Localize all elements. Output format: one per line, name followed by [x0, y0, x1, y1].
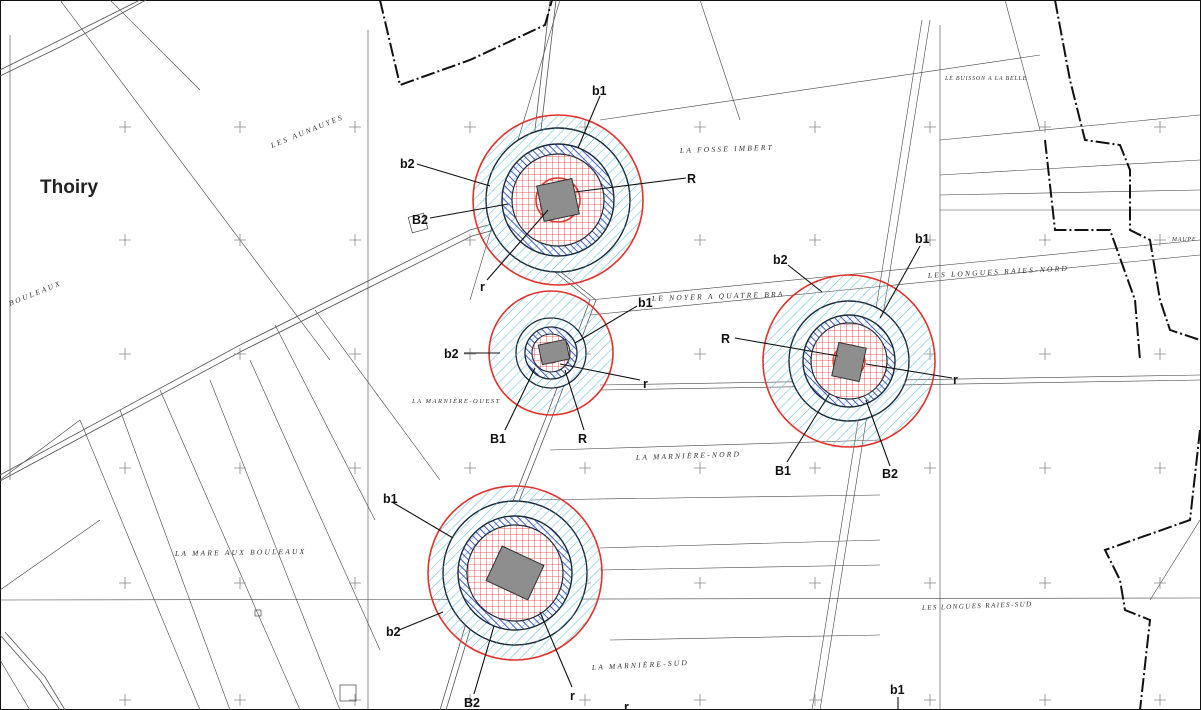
place-name-thoiry: Thoiry — [40, 177, 98, 198]
label-R: R — [578, 432, 587, 446]
grid-cross — [1154, 694, 1166, 706]
grid-cross — [464, 121, 476, 133]
grid-cross — [119, 694, 131, 706]
label-b2: b2 — [773, 253, 788, 267]
lieu-dit-la-mare-aux-bouleaux: LA MARE AUX BOULEAUX — [174, 547, 307, 558]
zone-labels: b1 b2 B2 R r b1 b2 r B1 R b1 b2 R r B1 B… — [383, 84, 958, 710]
grid-cross — [1154, 577, 1166, 589]
label-B2: B2 — [464, 696, 480, 710]
grid-cross — [809, 462, 821, 474]
grid-cross — [924, 694, 936, 706]
grid-cross — [809, 121, 821, 133]
grid-cross — [1039, 577, 1051, 589]
building-footprint — [537, 338, 571, 366]
grid-cross — [119, 577, 131, 589]
grid-cross — [1039, 348, 1051, 360]
grid-cross — [1154, 121, 1166, 133]
grid-cross — [234, 462, 246, 474]
grid-cross — [234, 234, 246, 246]
label-b2: b2 — [386, 625, 401, 639]
grid-cross — [1039, 234, 1051, 246]
grid-cross — [694, 348, 706, 360]
label-B2: B2 — [882, 467, 898, 481]
label-R: R — [687, 172, 696, 186]
lieu-dit-les-longues-raies-sud: LES LONGUES RAIES-SUD — [921, 600, 1033, 612]
grid-cross — [579, 462, 591, 474]
label-b1: b1 — [915, 232, 930, 246]
grid-cross — [464, 462, 476, 474]
grid-cross — [809, 694, 821, 706]
grid-cross — [694, 121, 706, 133]
label-b2: b2 — [444, 347, 459, 361]
exclusion-zone-4[interactable] — [427, 485, 603, 661]
grid-cross — [1039, 462, 1051, 474]
label-B1: B1 — [775, 464, 791, 478]
small-buildings — [254, 212, 429, 702]
grid-cross — [1039, 694, 1051, 706]
label-b1: b1 — [890, 683, 905, 697]
grid-cross — [579, 694, 591, 706]
exclusion-zone-1[interactable] — [472, 114, 644, 286]
leader-lines — [391, 95, 953, 710]
label-B2: B2 — [412, 213, 428, 227]
grid-cross — [924, 577, 936, 589]
lieu-dit-la-marniere-nord: LA MARNIÈRE-NORD — [635, 448, 742, 462]
grid-cross — [694, 234, 706, 246]
grid-cross — [119, 121, 131, 133]
grid-cross — [234, 577, 246, 589]
label-r: r — [480, 280, 485, 294]
grid-cross — [464, 348, 476, 360]
label-r: r — [624, 700, 629, 710]
lieu-dit-la-marniere-ouest: LA MARNIÈRE-OUEST — [411, 397, 501, 405]
grid-cross — [349, 462, 361, 474]
commune-boundary — [379, 0, 1201, 710]
grid-cross — [349, 348, 361, 360]
building-footprint — [485, 545, 545, 601]
grid-cross — [234, 694, 246, 706]
grid-cross — [1154, 462, 1166, 474]
grid-cross — [1154, 234, 1166, 246]
label-r: r — [643, 377, 648, 391]
building-footprint — [831, 341, 867, 383]
lieu-dit-maupe: MAUPE — [1171, 237, 1196, 243]
label-b1: b1 — [638, 296, 653, 310]
grid-cross — [349, 121, 361, 133]
lieu-dit-le-buisson-a-la-belle: LE BUISSON A LA BELLE — [944, 76, 1027, 82]
grid-cross — [1039, 121, 1051, 133]
grid-cross — [694, 694, 706, 706]
grid-cross — [234, 348, 246, 360]
label-b1: b1 — [592, 84, 607, 98]
label-r: r — [570, 689, 575, 703]
grid-cross — [694, 577, 706, 589]
label-R: R — [721, 332, 730, 346]
grid-cross — [464, 234, 476, 246]
grid-cross — [924, 234, 936, 246]
grid-cross — [464, 694, 476, 706]
grid-cross — [1154, 348, 1166, 360]
label-b2: b2 — [400, 157, 415, 171]
grid-cross — [809, 234, 821, 246]
grid-cross — [924, 121, 936, 133]
grid-cross — [119, 234, 131, 246]
exclusion-zone-3[interactable] — [762, 274, 936, 448]
grid-cross — [924, 462, 936, 474]
grid-cross — [694, 462, 706, 474]
label-B1: B1 — [490, 432, 506, 446]
grid-cross — [119, 462, 131, 474]
grid-cross — [809, 577, 821, 589]
grid-cross — [349, 694, 361, 706]
grid-cross — [349, 577, 361, 589]
exclusion-zone-2[interactable] — [488, 290, 614, 416]
grid-cross — [119, 348, 131, 360]
lieu-dit-la-fosse-imbert: LA FOSSE IMBERT — [679, 143, 774, 155]
grid-cross — [234, 121, 246, 133]
label-r: r — [953, 373, 958, 387]
label-b1: b1 — [383, 492, 398, 506]
grid-cross — [349, 234, 361, 246]
